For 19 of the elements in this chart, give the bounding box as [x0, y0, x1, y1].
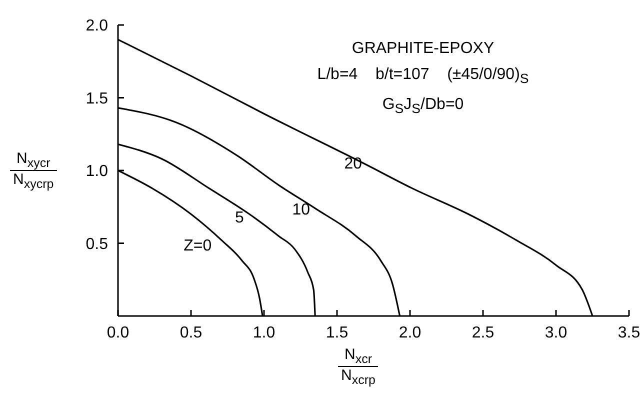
series-label: 5	[234, 209, 244, 226]
x-tick-label: 1.5	[326, 324, 348, 342]
x-tick-label: 0.5	[180, 324, 202, 342]
x-tick-label: 2.5	[472, 324, 494, 342]
x-tick-label: 3.5	[618, 324, 640, 342]
x-tick-label: 2.0	[398, 324, 422, 342]
x-tick-label: 0.0	[106, 324, 130, 342]
y-tick-label: 1.5	[86, 90, 108, 108]
series-label: Z=0	[184, 238, 212, 255]
y-tick-label: 2.0	[86, 18, 108, 35]
series-label: 10	[292, 202, 310, 219]
y-tick-label: 0.5	[86, 236, 108, 253]
x-tick-label: 3.0	[544, 324, 568, 342]
text: GRAPHITE-EPOXY	[350, 39, 496, 59]
x-axis-title: N$_{xcr}$ N$_{xcrp}$	[340, 346, 376, 387]
x-tick-label: 1.0	[252, 324, 276, 342]
text: L/b=4 b/t=107 (±45/0/90)$_{S}$ G$_{S}$J$_{S}$/Db=0	[317, 66, 529, 116]
y-axis-title: N$_{xycr}$ N$_{xycrp}$	[12, 150, 55, 191]
y-tick-label: 1.0	[86, 163, 108, 180]
